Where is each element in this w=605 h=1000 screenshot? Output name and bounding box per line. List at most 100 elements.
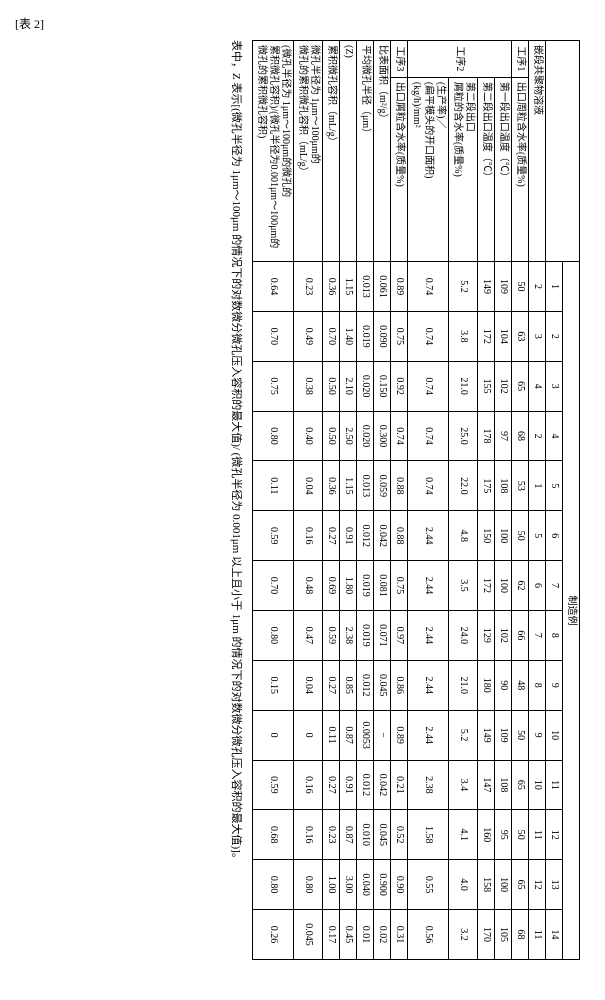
data-cell: 0.59 (253, 760, 294, 810)
section-label: 工序2 (408, 41, 512, 78)
data-cell: 180 (478, 660, 495, 710)
col-header: 9 (546, 660, 563, 710)
row-label: 比表面积（m²/g） (374, 41, 391, 262)
data-cell: 0.21 (391, 760, 408, 810)
data-cell: 9 (529, 710, 546, 760)
data-cell: 149 (478, 262, 495, 312)
data-cell: 0.56 (408, 910, 449, 960)
data-cell: 50 (512, 262, 529, 312)
data-cell: 2 (529, 262, 546, 312)
data-cell: 0.88 (391, 461, 408, 511)
data-cell: 1.80 (340, 561, 357, 611)
data-cell: 0.36 (323, 461, 340, 511)
data-cell: 0.91 (340, 511, 357, 561)
data-cell: 3.00 (340, 860, 357, 910)
data-cell: 62 (512, 561, 529, 611)
data-cell: 0.27 (323, 760, 340, 810)
data-cell: 2.44 (408, 710, 449, 760)
data-cell: 0.042 (374, 760, 391, 810)
data-cell: 4.1 (449, 810, 478, 860)
data-cell: 0.071 (374, 610, 391, 660)
table-wrap: 制造例1234567891011121314嵌段共聚物溶液23421567891… (228, 40, 581, 960)
data-cell: 6 (529, 561, 546, 611)
data-cell: 0.45 (340, 910, 357, 960)
data-cell: 0.74 (408, 262, 449, 312)
data-cell: 12 (529, 860, 546, 910)
data-cell: 0.68 (253, 810, 294, 860)
data-cell: 68 (512, 910, 529, 960)
data-cell: 0.80 (253, 411, 294, 461)
data-cell: 0.50 (323, 361, 340, 411)
data-cell: 4.8 (449, 511, 478, 561)
data-cell: 0.04 (294, 461, 323, 511)
data-cell: 50 (512, 511, 529, 561)
header-blank (546, 41, 580, 262)
data-cell: 1.15 (340, 461, 357, 511)
data-cell: 0.74 (408, 461, 449, 511)
col-header: 5 (546, 461, 563, 511)
col-header: 12 (546, 810, 563, 860)
data-cell: 2.44 (408, 511, 449, 561)
data-cell: 0.059 (374, 461, 391, 511)
data-cell: 21.0 (449, 660, 478, 710)
data-cell: 0.27 (323, 660, 340, 710)
data-cell: 1.15 (340, 262, 357, 312)
row-label: 第一段出口温度（℃） (495, 77, 512, 261)
data-cell: 0.11 (253, 461, 294, 511)
data-cell: 0.87 (340, 810, 357, 860)
data-cell: 0.019 (357, 561, 374, 611)
data-cell: 2.44 (408, 660, 449, 710)
data-cell: 0.26 (253, 910, 294, 960)
data-cell: 109 (495, 710, 512, 760)
data-cell: 0.020 (357, 411, 374, 461)
row-label: 出口周粒含水率(质量%) (512, 77, 529, 261)
data-cell: 0.019 (357, 610, 374, 660)
col-header: 3 (546, 361, 563, 411)
col-header: 7 (546, 561, 563, 611)
data-cell: 0.47 (294, 610, 323, 660)
data-cell: 7 (529, 610, 546, 660)
data-cell: 3.4 (449, 760, 478, 810)
data-cell: 104 (495, 311, 512, 361)
data-cell: 0.04 (294, 660, 323, 710)
data-cell: 66 (512, 610, 529, 660)
row-label: (微孔半径为 1μm～100μm的微孔的 累积微孔容积)/(微孔半径为0.001… (253, 41, 294, 262)
data-cell: 5.2 (449, 262, 478, 312)
data-cell: 0.70 (253, 561, 294, 611)
data-cell: 97 (495, 411, 512, 461)
data-cell: 4 (529, 361, 546, 411)
data-cell: 1.00 (323, 860, 340, 910)
table-label: [表 2] (15, 15, 590, 32)
data-cell: 0.0053 (357, 710, 374, 760)
data-cell: 0.300 (374, 411, 391, 461)
footnote: 表中，Z 表示[(微孔半径为 1μm～100μm 的情况下的对数微分微孔压入容积… (228, 40, 245, 960)
data-cell: 172 (478, 311, 495, 361)
data-cell: 0.012 (357, 660, 374, 710)
data-cell: 11 (529, 810, 546, 860)
data-cell: 0.70 (253, 311, 294, 361)
col-header: 1 (546, 262, 563, 312)
data-cell: 0.31 (391, 910, 408, 960)
data-cell: 3.5 (449, 561, 478, 611)
row-label: (Z) (340, 41, 357, 262)
data-cell: 0.019 (357, 311, 374, 361)
data-cell: 21.0 (449, 361, 478, 411)
data-cell: 90 (495, 660, 512, 710)
data-cell: 0.97 (391, 610, 408, 660)
data-cell: 0.020 (357, 361, 374, 411)
data-cell: 0.013 (357, 262, 374, 312)
data-cell: 0.36 (323, 262, 340, 312)
data-cell: 0.16 (294, 810, 323, 860)
data-cell: 0.80 (253, 610, 294, 660)
data-cell: 108 (495, 760, 512, 810)
data-cell: 0.012 (357, 760, 374, 810)
row-label: 第二段出口 屑粒的含水率(质量%) (449, 77, 478, 261)
data-cell: 68 (512, 411, 529, 461)
data-cell: 1 (529, 461, 546, 511)
data-cell: 65 (512, 361, 529, 411)
data-cell: 0.012 (357, 511, 374, 561)
data-cell: 129 (478, 610, 495, 660)
data-cell: 0.045 (374, 810, 391, 860)
data-cell: 22.0 (449, 461, 478, 511)
data-cell: 5 (529, 511, 546, 561)
